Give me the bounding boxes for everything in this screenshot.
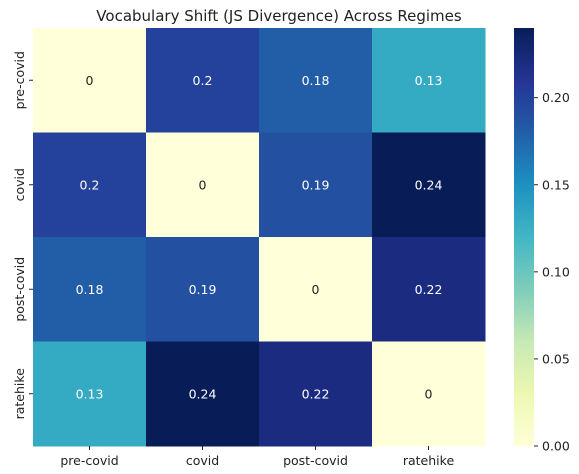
chart-title: Vocabulary Shift (JS Divergence) Across … <box>96 7 462 25</box>
cell-value-label: 0.24 <box>415 177 443 192</box>
heatmap-cells: 0 0.2 0.18 0.13 0.2 0 0.19 0.24 0.18 0.19 0 0.22 0.1… <box>33 28 486 447</box>
heatmap-cell <box>259 28 373 133</box>
cell-value-label: 0.18 <box>302 73 330 88</box>
y-tick-label: covid <box>12 168 27 201</box>
heatmap-cell <box>146 341 260 447</box>
colorbar: 0.00 0.05 0.10 0.15 0.20 <box>514 28 570 454</box>
colorbar-tick-label: 0.00 <box>542 439 570 454</box>
y-tick-label: post-covid <box>12 257 27 322</box>
cell-value-label: 0 <box>312 282 320 297</box>
y-tick-label: ratehike <box>12 368 27 420</box>
x-axis: pre-covid covid post-covid ratehike <box>60 446 454 468</box>
heatmap-cell <box>146 28 260 133</box>
cell-value-label: 0.22 <box>415 282 443 297</box>
cell-value-label: 0.19 <box>189 282 217 297</box>
cell-value-label: 0.18 <box>76 282 104 297</box>
heatmap-cell <box>372 341 486 447</box>
heatmap-cell <box>33 341 147 447</box>
colorbar-tick-label: 0.10 <box>542 264 570 279</box>
cell-value-label: 0 <box>86 73 94 88</box>
heatmap-cell <box>146 132 260 238</box>
heatmap-cell <box>372 28 486 133</box>
colorbar-tick-label: 0.05 <box>542 351 570 366</box>
cell-value-label: 0.2 <box>193 73 213 88</box>
heatmap-cell <box>33 237 147 342</box>
colorbar-gradient <box>514 28 534 446</box>
heatmap-cell <box>372 132 486 238</box>
heatmap-cell <box>259 341 373 447</box>
heatmap-cell <box>259 132 373 238</box>
cell-value-label: 0 <box>425 386 433 401</box>
x-tick-label: post-covid <box>283 453 348 468</box>
heatmap-cell <box>33 28 147 133</box>
cell-value-label: 0.24 <box>189 386 217 401</box>
heatmap-cell <box>372 237 486 342</box>
cell-value-label: 0.19 <box>302 177 330 192</box>
y-axis: pre-covid covid post-covid ratehike <box>12 51 33 419</box>
heatmap-cell <box>146 237 260 342</box>
cell-value-label: 0.13 <box>76 386 104 401</box>
heatmap-cell <box>259 237 373 342</box>
colorbar-tick-label: 0.20 <box>542 90 570 105</box>
cell-value-label: 0 <box>199 177 207 192</box>
cell-value-label: 0.22 <box>302 386 330 401</box>
cell-value-label: 0.13 <box>415 73 443 88</box>
x-tick-label: pre-covid <box>60 453 118 468</box>
x-tick-label: covid <box>186 453 219 468</box>
y-tick-label: pre-covid <box>12 51 27 109</box>
colorbar-tick-label: 0.15 <box>542 177 570 192</box>
heatmap-cell <box>33 132 147 238</box>
x-tick-label: ratehike <box>403 453 455 468</box>
cell-value-label: 0.2 <box>80 177 100 192</box>
